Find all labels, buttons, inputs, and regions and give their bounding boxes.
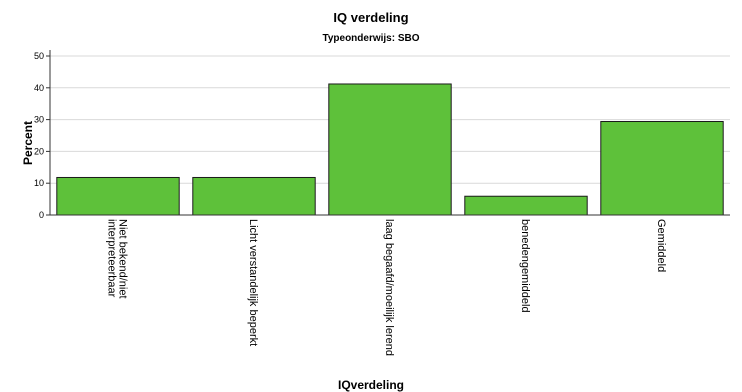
y-tick-label: 10: [34, 178, 44, 188]
y-tick-label: 0: [39, 210, 44, 220]
y-ticks: 0 10 20 30 40 50: [34, 51, 50, 220]
y-tick-label: 30: [34, 115, 44, 125]
bar: [192, 176, 316, 216]
bar: [464, 195, 588, 216]
x-tick-label-line: benedengemiddeld: [519, 219, 531, 313]
axes: [49, 50, 730, 216]
bars: [56, 83, 724, 216]
x-tick-label: Licht verstandelijk beperkt: [247, 219, 259, 346]
x-tick-label: Gemiddeld: [655, 219, 667, 272]
x-tick-label-line: laag begaafd/moeilijk lerend: [383, 219, 395, 356]
x-tick-label-line: Gemiddeld: [655, 219, 667, 272]
chart-subtitle: Typeonderwijs: SBO: [322, 33, 420, 44]
x-tick-label: benedengemiddeld: [519, 219, 531, 313]
x-tick-label-line: Niet bekend/niet: [117, 219, 129, 299]
bar: [600, 121, 724, 216]
x-tick-label-line: interpreteerbaar: [106, 219, 118, 298]
x-tick-label-line: Licht verstandelijk beperkt: [247, 219, 259, 346]
bar: [328, 83, 452, 216]
y-tick-label: 20: [34, 146, 44, 156]
x-tick-label: laag begaafd/moeilijk lerend: [383, 219, 395, 356]
bar: [56, 176, 180, 216]
y-tick-label: 50: [34, 51, 44, 61]
y-tick-label: 40: [34, 83, 44, 93]
chart-title: IQ verdeling: [333, 10, 409, 25]
